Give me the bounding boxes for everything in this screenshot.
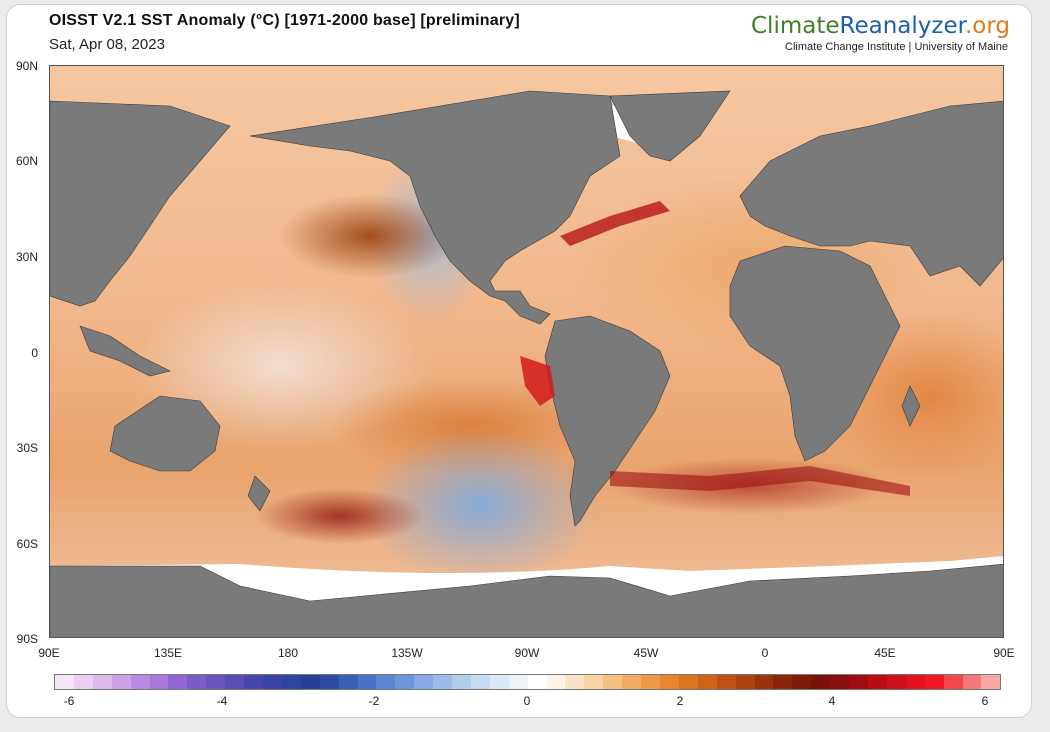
lat-label-30s: 30S xyxy=(16,441,38,455)
colorbar-label: 0 xyxy=(523,694,531,708)
south-atlantic-anomaly xyxy=(610,466,910,496)
colorbar-swatch xyxy=(55,675,74,689)
colorbar-swatch xyxy=(641,675,660,689)
colorbar xyxy=(54,674,1001,690)
colorbar-swatch xyxy=(905,675,925,689)
colorbar-swatch xyxy=(867,675,887,689)
gulf-stream-anomaly xyxy=(560,201,670,246)
colorbar-swatch xyxy=(433,675,453,689)
lon-label-90e-right: 90E xyxy=(993,646,1015,660)
lon-label-0: 0 xyxy=(761,646,769,660)
peru-warm-anomaly xyxy=(520,356,555,406)
colorbar-swatch xyxy=(678,675,698,689)
colorbar-swatch xyxy=(660,675,679,689)
europe-asia-land xyxy=(739,100,1003,287)
lon-label-45w: 45W xyxy=(633,646,659,660)
colorbar-swatch xyxy=(886,675,906,689)
colorbar-swatch xyxy=(527,675,547,689)
north-america-land xyxy=(249,90,621,325)
colorbar-swatch xyxy=(716,675,736,689)
colorbar-swatch xyxy=(697,675,717,689)
colorbar-swatch xyxy=(792,675,812,689)
colorbar-label: -6 xyxy=(63,694,75,708)
colorbar-swatch xyxy=(357,675,377,689)
colorbar-swatch xyxy=(924,675,944,689)
colorbar-swatch xyxy=(414,675,434,689)
colorbar-swatch xyxy=(811,675,831,689)
colorbar-swatch xyxy=(452,675,471,689)
colorbar-swatch xyxy=(546,675,566,689)
lon-label-135e: 135E xyxy=(153,646,183,660)
lon-label-90e: 90E xyxy=(38,646,60,660)
colorbar-label: 2 xyxy=(676,694,684,708)
australia-land xyxy=(109,395,221,472)
colorbar-swatch xyxy=(225,675,245,689)
lat-label-90s: 90S xyxy=(16,632,38,646)
colorbar-label: 4 xyxy=(828,694,836,708)
colorbar-swatch xyxy=(262,675,282,689)
map-layer xyxy=(50,90,1003,637)
colorbar-swatch xyxy=(319,675,339,689)
colorbar-swatch xyxy=(244,675,263,689)
colorbar-swatch xyxy=(773,675,793,689)
colorbar-swatch xyxy=(735,675,755,689)
colorbar-swatch xyxy=(584,675,604,689)
lat-label-60s: 60S xyxy=(16,537,38,551)
south-america-land xyxy=(544,315,671,527)
lon-label-45e: 45E xyxy=(874,646,896,660)
colorbar-swatch xyxy=(489,675,509,689)
colorbar-swatch xyxy=(111,675,131,689)
figure-title: OISST V2.1 SST Anomaly (°C) [1971-2000 b… xyxy=(49,12,520,29)
colorbar-swatch xyxy=(565,675,585,689)
colorbar-swatch xyxy=(168,675,188,689)
lat-label-0: 0 xyxy=(31,346,38,360)
colorbar-swatch xyxy=(73,675,93,689)
sst-anomaly-map xyxy=(49,65,1004,638)
colorbar-swatch xyxy=(338,675,358,689)
colorbar-swatch xyxy=(206,675,226,689)
colorbar-swatch xyxy=(281,675,301,689)
lon-label-135w: 135W xyxy=(391,646,423,660)
lat-label-30n: 30N xyxy=(15,250,38,264)
colorbar-swatch xyxy=(470,675,490,689)
antarctica-land xyxy=(50,563,1003,637)
colorbar-swatch xyxy=(830,675,850,689)
maritime-continent-land xyxy=(79,325,171,377)
figure-date: Sat, Apr 08, 2023 xyxy=(49,36,165,53)
brand-subtitle: Climate Change Institute | University of… xyxy=(785,41,1008,53)
colorbar-swatch xyxy=(943,675,963,689)
lat-label-90n: 90N xyxy=(15,59,38,73)
madagascar-land xyxy=(901,385,921,427)
colorbar-swatch xyxy=(187,675,207,689)
greenland-land xyxy=(609,90,731,162)
lon-label-90w: 90W xyxy=(514,646,540,660)
lat-label-60n: 60N xyxy=(15,154,38,168)
colorbar-label: 6 xyxy=(981,694,989,708)
colorbar-swatch xyxy=(981,675,1001,689)
colorbar-swatch xyxy=(300,675,320,689)
new-zealand-land xyxy=(247,475,271,512)
lon-label-180: 180 xyxy=(277,646,299,660)
africa-land xyxy=(729,245,901,462)
colorbar-swatch xyxy=(754,675,774,689)
brand-logo[interactable]: ClimateReanalyzer.org xyxy=(751,13,1010,39)
colorbar-swatch xyxy=(622,675,642,689)
colorbar-swatch xyxy=(92,675,112,689)
east-asia-land xyxy=(50,100,231,307)
colorbar-swatch xyxy=(395,675,415,689)
colorbar-swatch xyxy=(962,675,982,689)
colorbar-swatch xyxy=(603,675,623,689)
colorbar-label: -2 xyxy=(368,694,380,708)
colorbar-swatch xyxy=(508,675,528,689)
colorbar-swatch xyxy=(376,675,396,689)
colorbar-swatch xyxy=(849,675,868,689)
colorbar-label: -4 xyxy=(216,694,228,708)
colorbar-swatch xyxy=(149,675,169,689)
colorbar-swatch xyxy=(130,675,150,689)
